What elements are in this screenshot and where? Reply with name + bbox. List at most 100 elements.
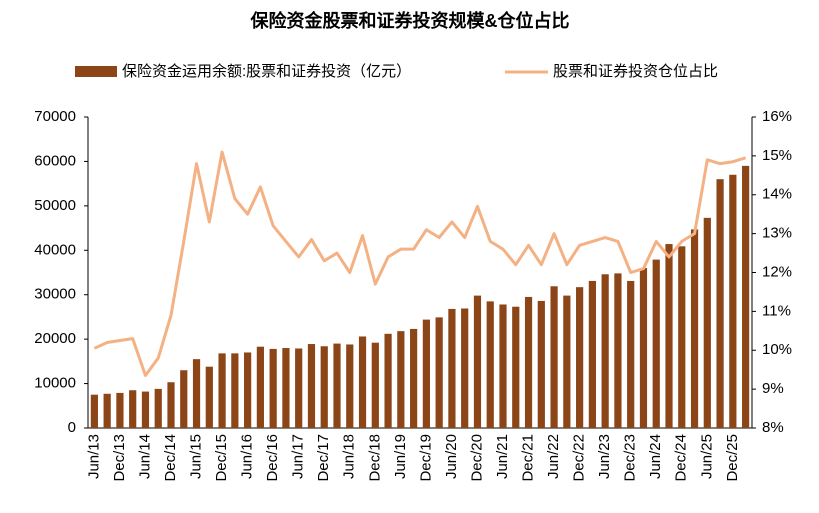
x-tick-label: Jun/20 [443, 434, 460, 479]
bar [295, 348, 303, 428]
y2-tick-label: 13% [762, 225, 792, 242]
y2-tick-label: 14% [762, 186, 792, 203]
bar [410, 328, 418, 428]
x-tick-label: Jun/19 [392, 434, 409, 479]
bar [244, 352, 252, 428]
x-tick-label: Jun/21 [494, 434, 511, 479]
bar [307, 344, 316, 428]
chart-title: 保险资金股票和证券投资规模&仓位占比 [250, 10, 570, 31]
bar [384, 333, 392, 428]
y-tick-label: 30000 [34, 286, 76, 303]
y2-tick-label: 15% [762, 147, 792, 164]
bar [422, 319, 430, 428]
y2-tick-label: 12% [762, 263, 792, 280]
bar [346, 344, 354, 428]
y-tick-label: 0 [68, 419, 76, 436]
x-tick-label: Dec/19 [417, 434, 434, 482]
bar [563, 295, 571, 428]
bar [652, 259, 660, 428]
y-tick-label: 40000 [34, 241, 76, 258]
x-tick-label: Dec/22 [571, 434, 588, 482]
y2-tick-label: 16% [762, 108, 792, 125]
bar [282, 348, 290, 428]
bar [90, 394, 98, 428]
bar [154, 388, 162, 428]
bar [192, 359, 201, 428]
line [93, 150, 747, 378]
legend-label: 保险资金运用余额:股票和证券投资（亿元） [122, 62, 411, 80]
bar [320, 346, 328, 428]
x-tick-label: Jun/15 [188, 434, 205, 479]
x-tick-label: Jun/18 [341, 434, 358, 479]
x-tick-label: Dec/23 [622, 434, 639, 482]
y-tick-label: 60000 [34, 152, 76, 169]
bar [141, 391, 150, 428]
x-tick-label: Dec/20 [468, 434, 485, 482]
x-tick-label: Jun/25 [698, 434, 715, 479]
x-tick-label: Jun/22 [545, 434, 562, 479]
bar [397, 331, 405, 428]
bar [358, 336, 367, 428]
bar [742, 165, 750, 428]
bar [448, 308, 456, 428]
bar [167, 382, 175, 428]
bar [218, 353, 226, 428]
bar [103, 393, 111, 428]
bar [665, 244, 673, 428]
bar [729, 174, 737, 428]
bar [588, 280, 596, 428]
x-tick-label: Dec/18 [366, 434, 383, 482]
x-tick-label: Jun/14 [136, 434, 153, 479]
bar [256, 346, 264, 428]
bar [231, 353, 239, 428]
y-tick-label: 10000 [34, 375, 76, 392]
bar [180, 370, 188, 428]
bar [537, 300, 545, 428]
x-tick-label: Dec/24 [673, 434, 690, 482]
bar [461, 308, 469, 428]
bar [129, 390, 137, 428]
bar [473, 295, 482, 428]
x-tick-label: Jun/13 [85, 434, 102, 479]
y2-tick-label: 9% [762, 380, 784, 397]
bar [499, 304, 507, 428]
bar [524, 296, 533, 428]
legend-label: 股票和证券投资仓位占比 [553, 63, 718, 80]
bar [512, 306, 520, 428]
bar [716, 179, 724, 428]
y-tick-label: 70000 [34, 108, 76, 125]
bar [205, 366, 213, 428]
x-tick-label: Dec/16 [264, 434, 281, 482]
y2-tick-label: 8% [762, 419, 784, 436]
y-tick-label: 20000 [34, 330, 76, 347]
x-tick-label: Dec/21 [520, 434, 537, 482]
x-tick-label: Dec/13 [111, 434, 128, 482]
legend-swatch [75, 66, 117, 77]
bar [690, 229, 699, 428]
x-tick-label: Jun/16 [239, 434, 256, 479]
x-tick-label: Dec/17 [315, 434, 332, 482]
x-tick-label: Jun/23 [596, 434, 613, 479]
bar [486, 301, 494, 428]
bar [678, 246, 686, 428]
bar [116, 392, 124, 428]
bar [333, 343, 341, 428]
x-tick-label: Dec/15 [213, 434, 230, 482]
x-tick-label: Jun/17 [290, 434, 307, 479]
y-tick-label: 50000 [34, 197, 76, 214]
bar [269, 348, 277, 428]
bar [550, 286, 558, 428]
y2-tick-label: 10% [762, 341, 792, 358]
x-tick-label: Dec/14 [162, 434, 179, 482]
bar [627, 280, 635, 428]
bar [703, 217, 711, 428]
bar [371, 342, 379, 428]
bar [601, 274, 609, 428]
bar [435, 317, 443, 428]
bar [639, 268, 648, 428]
x-tick-label: Jun/24 [647, 434, 664, 479]
bar [614, 273, 622, 428]
x-tick-label: Dec/25 [724, 434, 741, 482]
bar [576, 287, 584, 428]
